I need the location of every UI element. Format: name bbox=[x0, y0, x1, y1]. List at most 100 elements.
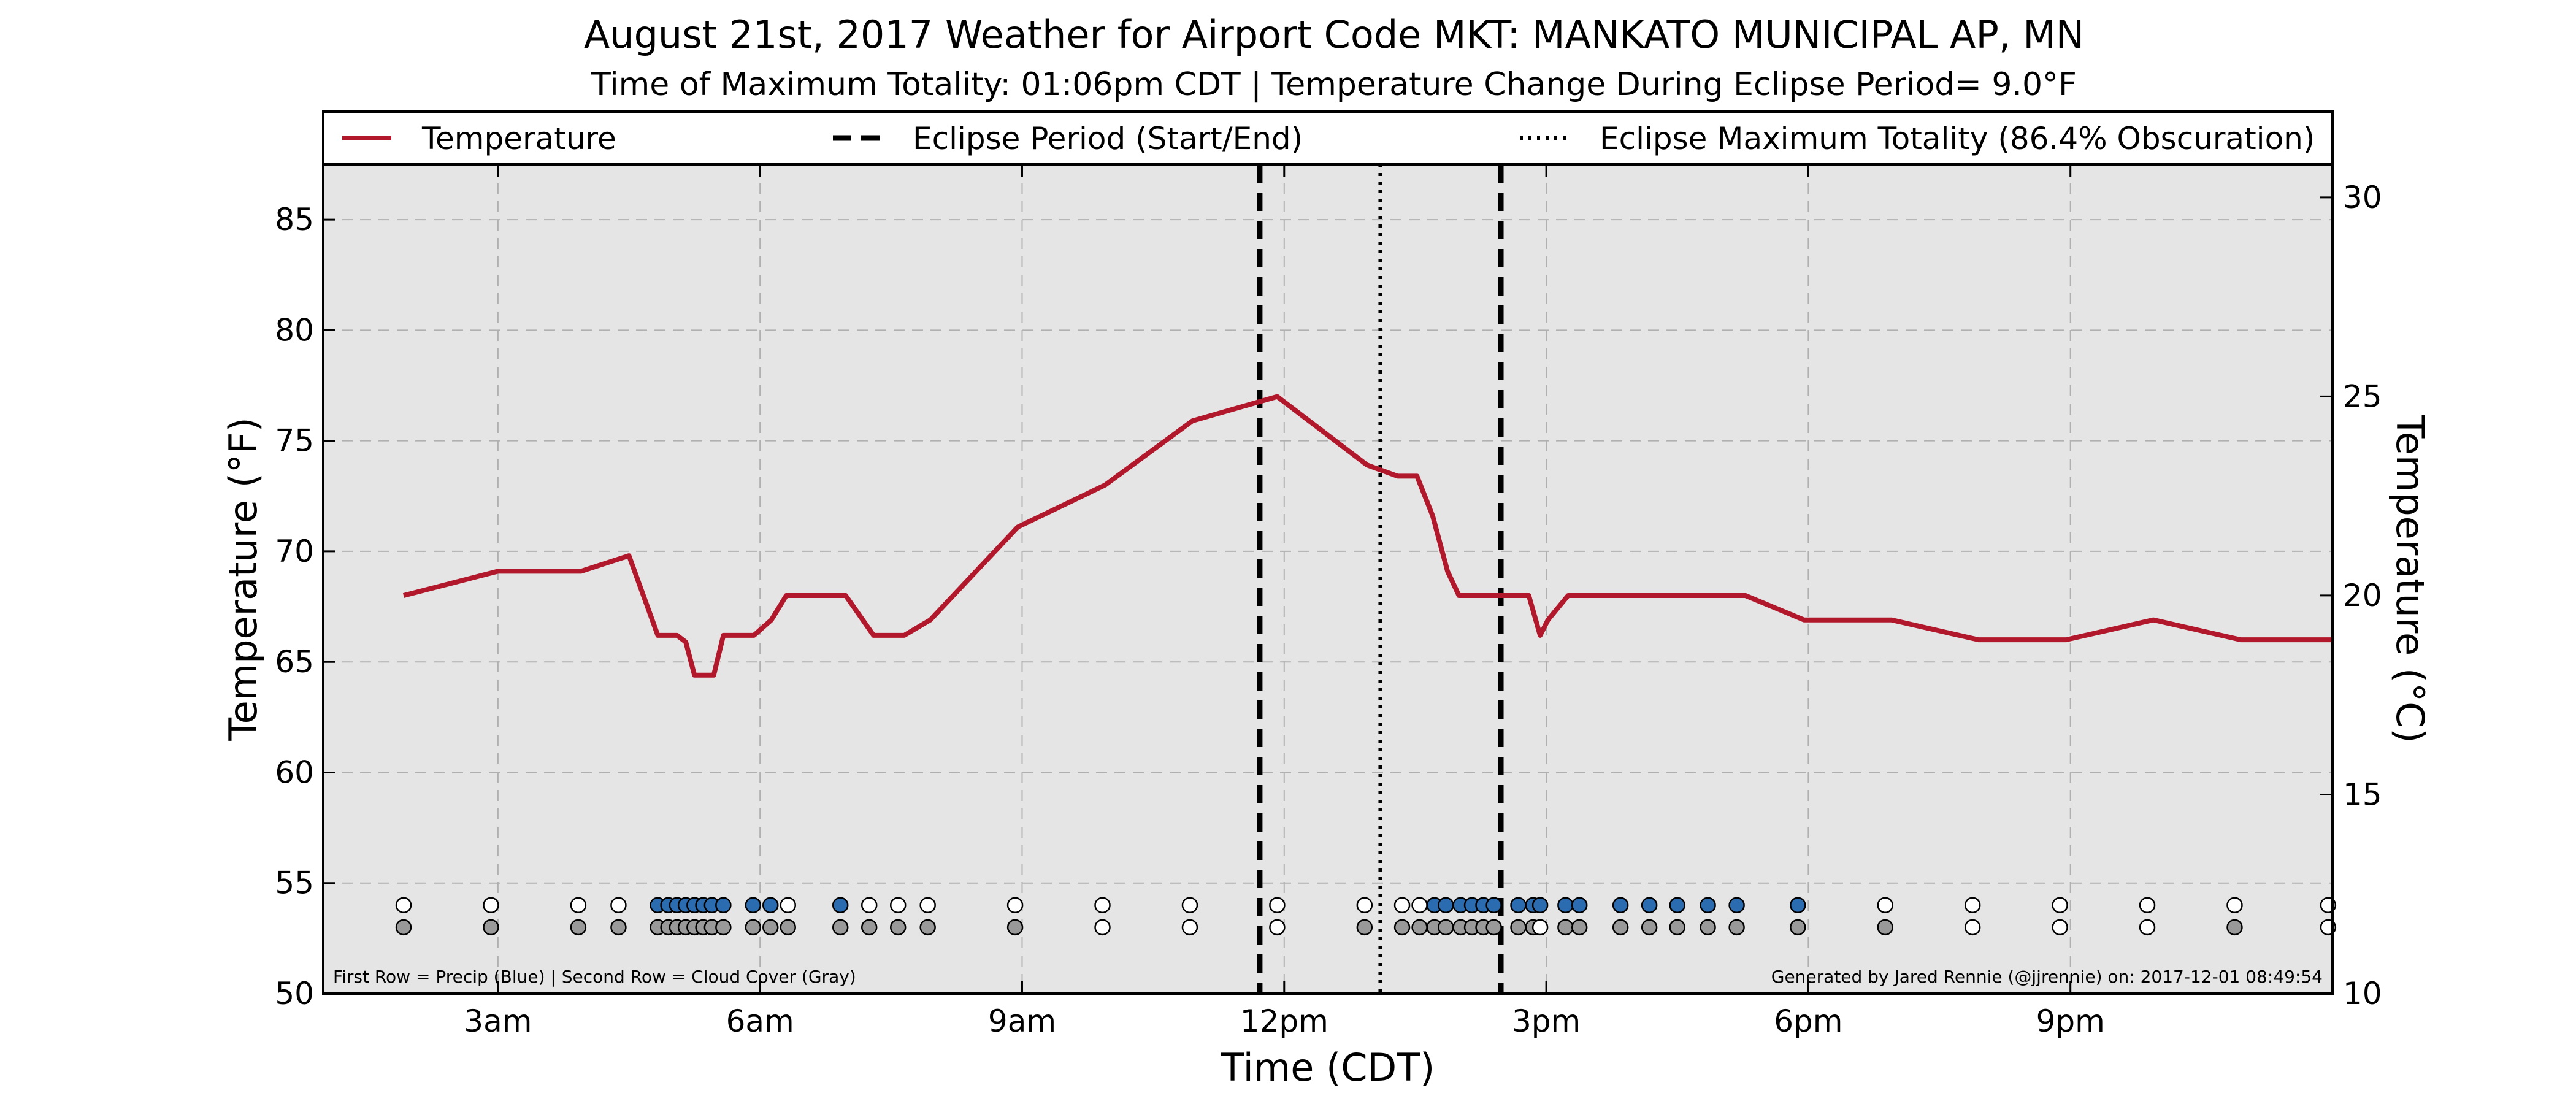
cloud-dot bbox=[889, 919, 907, 936]
cloud-dot bbox=[483, 919, 499, 936]
precip-dot bbox=[1356, 897, 1373, 914]
y2-tick-label: 20 bbox=[2343, 578, 2382, 613]
eclipse-markers bbox=[1257, 164, 1504, 994]
cloud-dot bbox=[1964, 919, 1981, 936]
precip-dot bbox=[1393, 897, 1411, 914]
x-tick-label: 6pm bbox=[1774, 1003, 1842, 1039]
precip-dot bbox=[861, 897, 878, 914]
cloud-dot bbox=[1790, 919, 1806, 936]
cloud-dot bbox=[919, 919, 936, 936]
y2-axis-label: Temperature (°C) bbox=[2388, 414, 2432, 743]
temperature-line bbox=[403, 394, 2333, 678]
precip-dot bbox=[832, 897, 849, 914]
cloud-dot bbox=[1356, 919, 1373, 936]
cloud-dot bbox=[1877, 919, 1893, 936]
y-tick-label: 65 bbox=[275, 644, 314, 680]
precip-dot bbox=[2052, 897, 2068, 914]
y-axis-ticks: 50 55 60 65 70 75 80 85 bbox=[275, 202, 335, 1011]
y2-tick-label: 25 bbox=[2343, 378, 2382, 414]
precip-dot bbox=[1612, 897, 1629, 914]
precip-dot bbox=[1964, 897, 1981, 914]
precip-dot bbox=[2139, 897, 2156, 914]
cloud-dot bbox=[1094, 919, 1111, 936]
chart-subtitle: Time of Maximum Totality: 01:06pm CDT | … bbox=[591, 66, 2077, 103]
cloud-dot bbox=[832, 919, 849, 936]
y2-axis-ticks: 10 15 20 25 30 bbox=[2320, 180, 2382, 1011]
y-tick-label: 70 bbox=[275, 534, 314, 569]
temperature-series bbox=[403, 394, 2333, 678]
cloud-dot bbox=[762, 919, 779, 936]
precip-dot bbox=[1531, 897, 1549, 914]
y2-tick-label: 10 bbox=[2343, 976, 2382, 1011]
y-tick-label: 75 bbox=[275, 423, 314, 459]
cloud-dot bbox=[1669, 919, 1685, 936]
precip-dot bbox=[2226, 897, 2243, 914]
cloud-dot bbox=[1700, 919, 1716, 936]
y-tick-label: 85 bbox=[275, 202, 314, 237]
y-tick-label: 60 bbox=[275, 754, 314, 790]
cloud-dot bbox=[2226, 919, 2243, 936]
cloud-dot bbox=[1510, 919, 1527, 936]
precip-dot bbox=[1728, 897, 1745, 914]
precip-dot bbox=[1485, 897, 1502, 914]
cloud-dot bbox=[1181, 919, 1198, 936]
cloud-dot bbox=[780, 919, 797, 936]
precip-dot bbox=[1700, 897, 1716, 914]
cloud-dot bbox=[395, 919, 412, 936]
cloud-dot bbox=[1411, 919, 1428, 936]
cloud-dot bbox=[745, 919, 762, 936]
precip-dot bbox=[1510, 897, 1527, 914]
precip-dot bbox=[1411, 897, 1428, 914]
y2-tick-label: 15 bbox=[2343, 776, 2382, 812]
x-tick-label: 9am bbox=[988, 1003, 1056, 1039]
precip-dot bbox=[1006, 897, 1024, 914]
footnote-left: First Row = Precip (Blue) | Second Row =… bbox=[333, 967, 856, 987]
precip-dot bbox=[715, 897, 732, 914]
cloud-dot bbox=[2139, 919, 2156, 936]
y-tick-label: 80 bbox=[275, 312, 314, 348]
precip-dot bbox=[1557, 897, 1574, 914]
cloud-dot bbox=[1438, 919, 1454, 936]
precip-dot bbox=[570, 897, 587, 914]
cloud-dot bbox=[861, 919, 878, 936]
cloud-dot bbox=[715, 919, 732, 936]
precip-dot bbox=[780, 897, 797, 914]
precip-dot bbox=[610, 897, 627, 914]
precip-cloud-dots bbox=[395, 897, 2337, 936]
footnote-right: Generated by Jared Rennie (@jjrennie) on… bbox=[1771, 967, 2323, 987]
precip-dot bbox=[1269, 897, 1286, 914]
legend-box bbox=[322, 110, 2334, 166]
x-tick-label: 3pm bbox=[1512, 1003, 1581, 1039]
x-tick-label: 12pm bbox=[1240, 1003, 1328, 1039]
legend-label: Eclipse Maximum Totality (86.4% Obscurat… bbox=[1600, 121, 2315, 156]
cloud-dot bbox=[1571, 919, 1588, 936]
cloud-dot bbox=[1557, 919, 1574, 936]
cloud-dot bbox=[610, 919, 627, 936]
x-tick-label: 6am bbox=[726, 1003, 794, 1039]
precip-dot bbox=[1181, 897, 1198, 914]
x-tick-label: 9pm bbox=[2036, 1003, 2105, 1039]
precip-dot bbox=[483, 897, 499, 914]
cloud-dot bbox=[1393, 919, 1411, 936]
precip-dot bbox=[1094, 897, 1111, 914]
y-tick-label: 50 bbox=[275, 976, 314, 1011]
plot-area bbox=[323, 164, 2333, 994]
x-axis-ticks: 3am 6am 9am 12pm 3pm 6pm 9pm bbox=[464, 164, 2105, 1039]
y-tick-label: 55 bbox=[275, 865, 314, 901]
precip-dot bbox=[1641, 897, 1658, 914]
precip-dot bbox=[1669, 897, 1685, 914]
cloud-dot bbox=[1006, 919, 1024, 936]
precip-dot bbox=[1438, 897, 1454, 914]
cloud-dot bbox=[1728, 919, 1745, 936]
cloud-dot bbox=[2052, 919, 2068, 936]
precip-dot bbox=[762, 897, 779, 914]
cloud-dot bbox=[1612, 919, 1629, 936]
precip-dot bbox=[395, 897, 412, 914]
cloud-dot bbox=[1641, 919, 1658, 936]
precip-dot bbox=[1790, 897, 1806, 914]
cloud-dot bbox=[1531, 919, 1549, 936]
x-tick-label: 3am bbox=[464, 1003, 532, 1039]
precip-dot bbox=[1571, 897, 1588, 914]
y2-tick-label: 30 bbox=[2343, 180, 2382, 215]
